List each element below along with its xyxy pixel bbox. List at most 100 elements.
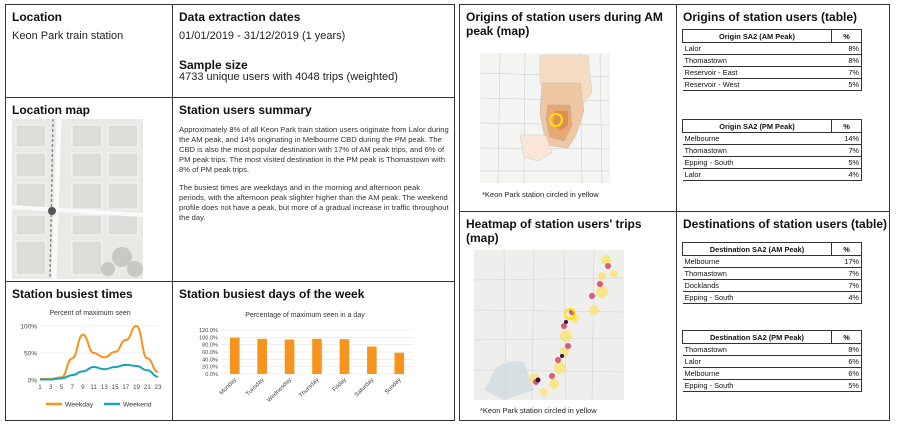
percent-cell: 6% [831, 367, 862, 380]
table-row: Epping - South 5% [682, 156, 862, 169]
table-row: Thomastown 8% [682, 343, 862, 356]
sa2-name-cell: Reservoir - West [682, 78, 832, 91]
bar-saturday [367, 346, 377, 374]
sa2-name-cell: Lalor [682, 168, 832, 181]
y-tick-label: 0% [28, 378, 38, 385]
table-header-origin-am: Origin SA2 (AM Peak) [682, 29, 832, 43]
table-row: Docklands 7% [682, 279, 862, 292]
percent-cell: 6% [831, 355, 862, 368]
y-tick-label: 100.0% [199, 335, 218, 341]
sa2-name-cell: Epping - South [682, 156, 832, 169]
y-tick-label: 50% [24, 351, 37, 358]
bar-sunday [394, 352, 405, 374]
percent-cell: 17% [831, 255, 862, 268]
location-map-title: Location map [12, 103, 91, 117]
table-row: Epping - South 4% [682, 291, 862, 304]
sa2-name-cell: Melbourne [682, 367, 832, 380]
x-tick-label: 9 [81, 384, 85, 391]
origins-pm-table: Origin SA2 (PM Peak) % Melbourne 14% Thoma… [682, 119, 862, 181]
heatmap-caption: *Keon Park station circled in yellow [480, 406, 597, 415]
sa2-name-cell: Melbourne [682, 255, 832, 268]
table-header-pct: % [831, 330, 862, 344]
percent-cell: 8% [831, 343, 862, 356]
origins-map-title: Origins of station users during AM peak … [466, 10, 663, 38]
origins-am-table: Origin SA2 (AM Peak) % Lalor 8% Thomastown… [682, 29, 862, 91]
extraction-dates: 01/01/2019 - 31/12/2019 (1 years) [179, 30, 346, 42]
percent-cell: 7% [831, 267, 862, 280]
extraction-panel: Data extraction dates 01/01/2019 - 31/12… [172, 4, 455, 98]
line-chart-title: Percent of maximum seen [49, 310, 130, 317]
location-panel: Location Keon Park train station [5, 4, 173, 98]
x-tick-label: 23 [155, 384, 162, 391]
sa2-name-cell: Reservoir - East [682, 66, 832, 79]
x-tick-label: 17 [122, 384, 129, 391]
x-tick-label: Wednesday [266, 377, 293, 404]
y-tick-label: 80.0% [202, 343, 218, 349]
x-tick-label: 21 [144, 384, 151, 391]
sa2-name-cell: Thomastown [682, 267, 832, 280]
busiest-times-chart: Percent of maximum seen 0%50%100%1 3 5 7 9 11… [20, 310, 162, 409]
series-line-weekend [40, 363, 159, 381]
summary-paragraph-2: The busiest times are weekdays and in th… [179, 183, 449, 222]
x-tick-label: 7 [70, 384, 74, 391]
x-tick-label: Saturday [354, 377, 375, 398]
x-tick-label: Thursday [298, 377, 320, 399]
x-tick-label: 19 [133, 384, 140, 391]
bar-friday [339, 339, 350, 374]
summary-panel: Station users summary Approximately 8% o… [172, 97, 455, 282]
percent-cell: 4% [831, 168, 862, 181]
x-tick-label: 11 [90, 384, 97, 391]
x-tick-label: 5 [60, 384, 64, 391]
table-row: Epping - South 5% [682, 379, 862, 392]
location-map-image [12, 119, 143, 279]
summary-title: Station users summary [179, 103, 312, 117]
bar-thursday [312, 338, 322, 374]
table-header-pct: % [831, 242, 862, 256]
percent-cell: 5% [831, 156, 862, 169]
heatmap-image [474, 250, 624, 400]
table-header-dest-am: Destination SA2 (AM Peak) [682, 242, 832, 256]
y-tick-label: 40.0% [202, 357, 218, 363]
table-row: Lalor 8% [682, 42, 862, 55]
table-row: Thomastown 7% [682, 144, 862, 157]
location-value: Keon Park train station [12, 30, 124, 42]
origins-table-title: Origins of station users (table) [683, 10, 858, 24]
dest-table-panel: Destinations of station users (table) De… [676, 211, 890, 421]
busiest-days-title: Station busiest days of the week [179, 287, 365, 301]
x-tick-label: 15 [112, 384, 119, 391]
table-row: Reservoir - West 5% [682, 78, 862, 91]
busiest-times-title: Station busiest times [12, 287, 133, 301]
dest-am-table: Destination SA2 (AM Peak) % Melbourne 17%… [682, 242, 862, 304]
percent-cell: 14% [831, 132, 862, 145]
series-line-weekday [39, 324, 159, 380]
percent-cell: 4% [831, 291, 862, 304]
bar-wednesday [284, 339, 295, 374]
legend-label: Weekend [123, 402, 152, 409]
sa2-name-cell: Lalor [682, 42, 832, 55]
origins-map-panel: Origins of station users during AM peak … [459, 4, 677, 212]
percent-cell: 7% [831, 279, 862, 292]
origins-table-panel: Origins of station users (table) Origin … [676, 4, 890, 212]
extraction-title: Data extraction dates [179, 10, 301, 24]
table-row: Lalor 6% [682, 355, 862, 368]
table-header-dest-pm: Destination SA2 (PM Peak) [682, 330, 832, 344]
busiest-days-panel: Station busiest days of the week Percent… [172, 281, 455, 421]
location-title: Location [12, 10, 62, 24]
sa2-name-cell: Thomastown [682, 54, 832, 67]
table-row: Melbourne 14% [682, 132, 862, 145]
sa2-name-cell: Thomastown [682, 144, 832, 157]
bar-tuesday [257, 338, 267, 374]
x-tick-label: 13 [101, 384, 108, 391]
busiest-times-panel: Station busiest times Percent of maximum… [5, 281, 173, 421]
origins-map-image [480, 53, 610, 183]
x-tick-label: Friday [332, 377, 348, 393]
table-header-pct: % [831, 29, 862, 43]
dest-pm-table: Destination SA2 (PM Peak) % Thomastown 8%… [682, 330, 862, 392]
sa2-name-cell: Melbourne [682, 132, 832, 145]
table-row: Thomastown 7% [682, 267, 862, 280]
legend-label: Weekday [65, 402, 94, 409]
sa2-name-cell: Epping - South [682, 291, 832, 304]
table-row: Lalor 4% [682, 168, 862, 181]
sa2-name-cell: Lalor [682, 355, 832, 368]
table-row: Reservoir - East 7% [682, 66, 862, 79]
